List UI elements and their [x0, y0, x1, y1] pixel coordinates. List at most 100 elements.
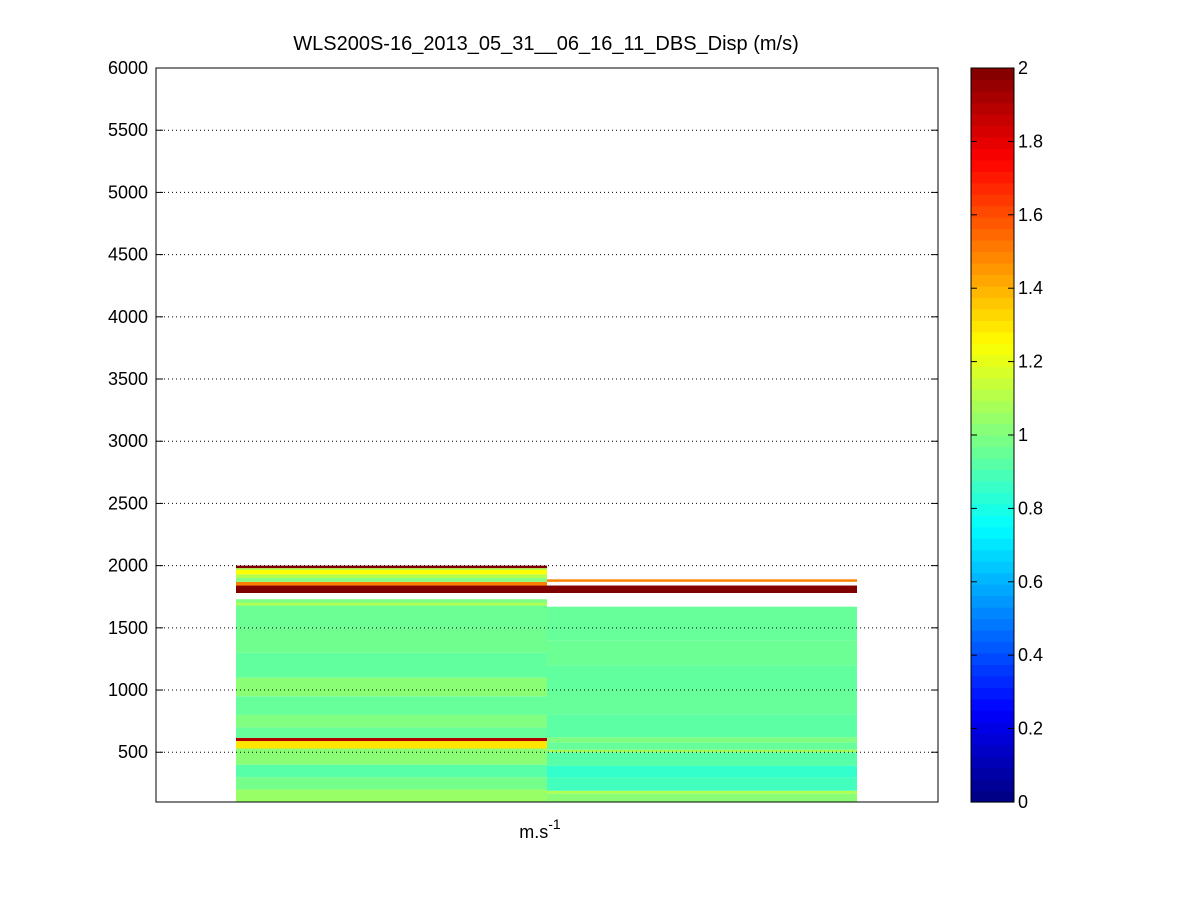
heatmap-cell	[236, 599, 547, 603]
colorbar-step	[971, 584, 1014, 597]
heatmap-cell	[547, 749, 857, 753]
colorbar-step	[971, 274, 1014, 287]
heatmap-cell	[236, 764, 547, 778]
colorbar-step	[971, 240, 1014, 253]
colorbar-step	[971, 641, 1014, 654]
colorbar-step	[971, 297, 1014, 310]
heatmap-cell	[236, 741, 547, 749]
y-tick-label: 1000	[108, 680, 148, 700]
x-axis-label: m.s-1	[519, 816, 561, 842]
heatmap-cell	[547, 665, 857, 691]
colorbar-step	[971, 285, 1014, 298]
heatmap-cell	[547, 742, 857, 750]
colorbar-step	[971, 400, 1014, 413]
y-tick-label: 2000	[108, 556, 148, 576]
colorbar-tick-label: 0.4	[1018, 645, 1043, 665]
colorbar-tick-label: 2	[1018, 58, 1028, 78]
colorbar-step	[971, 595, 1014, 608]
y-tick-label: 5000	[108, 182, 148, 202]
heatmap-cell	[236, 568, 547, 570]
colorbar-ticks: 0 0.2 0.4 0.6 0.8 1 1.2 1.4 1.6 1.8 2	[971, 58, 1043, 812]
heatmap-cells	[236, 565, 857, 802]
heatmap-cell	[236, 696, 547, 715]
colorbar-step	[971, 652, 1014, 665]
heatmap-cell	[236, 789, 547, 802]
heatmap-cell	[547, 793, 857, 802]
colorbar-step	[971, 721, 1014, 734]
colorbar-step	[971, 136, 1014, 149]
y-tick-label: 3000	[108, 431, 148, 451]
heatmap-cell	[236, 578, 547, 582]
colorbar-step	[971, 492, 1014, 505]
colorbar-step	[971, 756, 1014, 769]
heatmap-cell	[236, 777, 547, 790]
colorbar-step	[971, 549, 1014, 562]
colorbar-step	[971, 607, 1014, 620]
colorbar-step	[971, 572, 1014, 585]
x-axis-label-base: m.s	[519, 822, 548, 842]
colorbar-step	[971, 68, 1014, 81]
heatmap-cell	[236, 581, 547, 586]
colorbar-step	[971, 148, 1014, 161]
colorbar-step	[971, 79, 1014, 92]
colorbar-step	[971, 171, 1014, 184]
heatmap-cell	[236, 714, 547, 728]
colorbar-step	[971, 629, 1014, 643]
heatmap-cell	[547, 737, 857, 743]
colorbar-step	[971, 194, 1014, 207]
colorbar-step	[971, 412, 1014, 425]
colorbar-tick-label: 0.8	[1018, 498, 1043, 518]
heatmap-cell	[547, 606, 857, 641]
heatmap-cell	[547, 752, 857, 766]
heatmap-cell	[236, 585, 547, 593]
heatmap-cell	[236, 569, 547, 575]
colorbar-tick-label: 0.6	[1018, 572, 1043, 592]
colorbar-step	[971, 779, 1014, 792]
colorbar-step	[971, 90, 1014, 104]
heatmap-cell	[547, 790, 857, 794]
colorbar-step	[971, 435, 1014, 448]
chart-title: WLS200S-16_2013_05_31__06_16_11_DBS_Disp…	[293, 33, 799, 55]
colorbar-step	[971, 469, 1014, 482]
colorbar-step	[971, 538, 1014, 551]
colorbar-tick-label: 1.4	[1018, 278, 1043, 298]
x-axis-label-exponent: -1	[548, 816, 561, 832]
heatmap-cell	[547, 640, 857, 666]
colorbar-step	[971, 561, 1014, 574]
colorbar-step	[971, 320, 1014, 333]
heatmap-cell	[547, 714, 857, 738]
heatmap-cell	[236, 627, 547, 653]
colorbar-tick-label: 0.2	[1018, 719, 1043, 739]
colorbar-tick-label: 0	[1018, 792, 1028, 812]
heatmap-cell	[236, 652, 547, 678]
colorbar-step	[971, 698, 1014, 711]
colorbar-step	[971, 503, 1014, 516]
y-tick-label: 4000	[108, 307, 148, 327]
heatmap-cell	[547, 777, 857, 791]
colorbar-step	[971, 308, 1014, 321]
colorbar-step	[971, 687, 1014, 700]
colorbar-step	[971, 331, 1014, 344]
colorbar-step	[971, 515, 1014, 528]
colorbar-step	[971, 457, 1014, 471]
colorbar-step	[971, 205, 1014, 218]
colorbar-gradient	[971, 68, 1014, 803]
colorbar-tick-label: 1.6	[1018, 205, 1043, 225]
heatmap-cell	[547, 690, 857, 715]
colorbar-step	[971, 366, 1014, 379]
heatmap-cell	[236, 602, 547, 606]
heatmap-cell	[547, 579, 857, 582]
colorbar-tick-label: 1.8	[1018, 131, 1043, 151]
y-tick-label: 4500	[108, 245, 148, 265]
colorbar-step	[971, 102, 1014, 115]
heatmap-cell	[547, 765, 857, 778]
heatmap-cell	[236, 574, 547, 579]
colorbar-step	[971, 251, 1014, 264]
colorbar-step	[971, 664, 1014, 677]
heatmap-cell	[236, 737, 547, 742]
colorbar-step	[971, 618, 1014, 631]
colorbar-step	[971, 343, 1014, 356]
y-tick-label: 2500	[108, 493, 148, 513]
colorbar-step	[971, 228, 1014, 241]
